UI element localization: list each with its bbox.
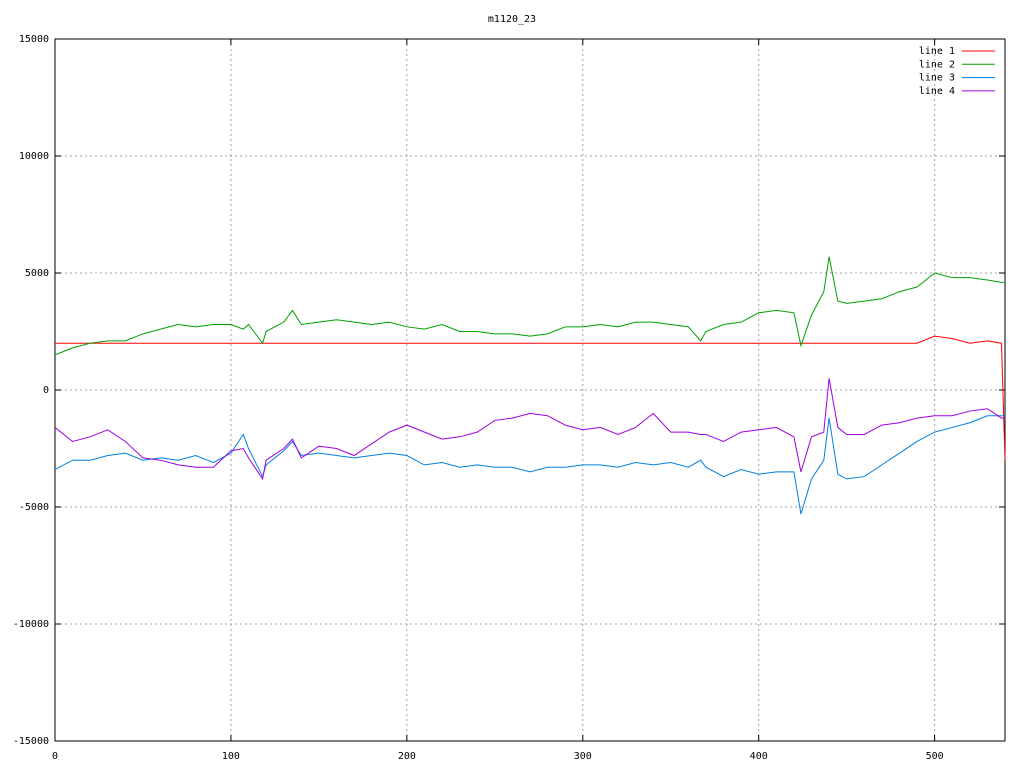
- x-tick-label: 100: [222, 751, 240, 762]
- x-tick-label: 300: [574, 751, 592, 762]
- x-tick-label: 400: [750, 751, 768, 762]
- legend-label: line 4: [919, 86, 955, 97]
- line-series: [55, 335, 1006, 461]
- legend-label: line 3: [919, 73, 955, 84]
- x-tick-label: 200: [398, 751, 416, 762]
- y-tick-label: -10000: [13, 619, 49, 630]
- y-tick-label: -5000: [19, 502, 49, 513]
- legend-label: line 2: [919, 59, 955, 70]
- y-tick-label: 15000: [19, 34, 49, 45]
- legend-label: line 1: [919, 46, 955, 57]
- x-tick-label: 0: [52, 751, 58, 762]
- y-tick-label: 5000: [25, 268, 49, 279]
- line-series: [54, 378, 1005, 481]
- y-tick-label: 10000: [19, 151, 49, 162]
- y-tick-label: -15000: [13, 736, 49, 747]
- plot-border: [54, 38, 1006, 742]
- line-series: [54, 256, 1005, 356]
- line-series: [54, 415, 1005, 515]
- x-tick-label: 500: [926, 751, 944, 762]
- chart-title: m1120_23: [488, 14, 536, 25]
- y-tick-label: 0: [43, 385, 49, 396]
